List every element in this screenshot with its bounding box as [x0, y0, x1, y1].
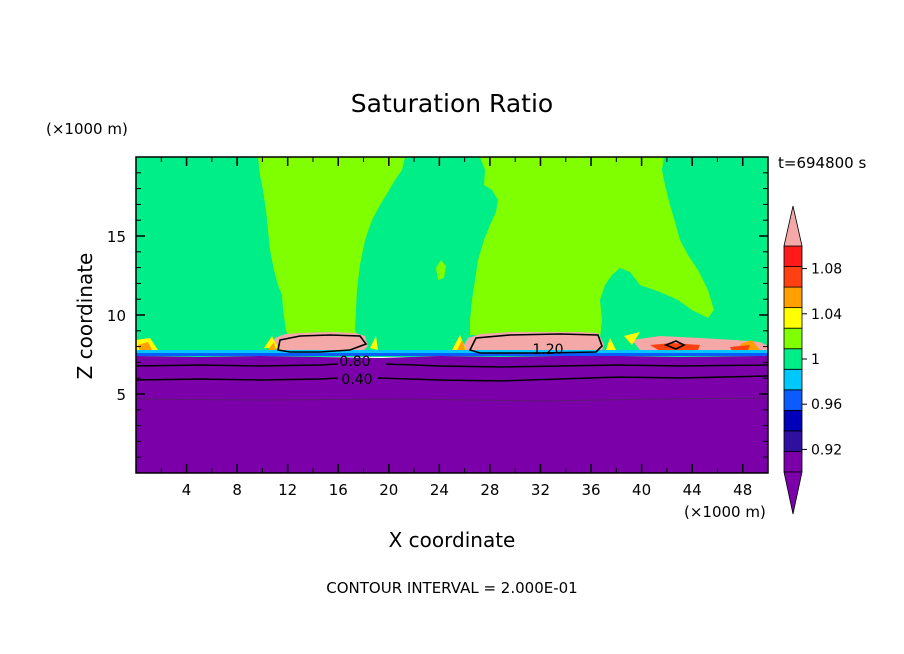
- field-region-ratio-below-0.92: [136, 356, 768, 473]
- field-band-cyan: [136, 350, 768, 353]
- x-tick-label: 32: [531, 481, 550, 499]
- plot-area: [136, 157, 768, 473]
- x-tick-label: 24: [430, 481, 449, 499]
- field-region-ratio-1.10-right: [462, 332, 604, 354]
- contour-label-1.20: 1.20: [532, 342, 563, 358]
- colorbar-label: 1.08: [811, 262, 842, 278]
- colorbar-swatch: [783, 389, 803, 411]
- time-label: t=694800 s: [778, 154, 866, 172]
- colorbar-swatch: [783, 245, 803, 267]
- colorbar-swatch: [783, 451, 803, 473]
- x-tick-label: 8: [232, 481, 242, 499]
- contour-line-0.40: [136, 375, 768, 382]
- y-axis: 5 10 15: [107, 172, 768, 458]
- x-unit-label: (×1000 m): [684, 503, 766, 521]
- field-region-ratio-1.01-left: [258, 157, 405, 342]
- contour-line-1.20-left: [277, 334, 368, 353]
- x-tick-label: 16: [329, 481, 348, 499]
- colorbar-label: 0.96: [811, 397, 842, 413]
- colorbar-swatch: [783, 368, 803, 391]
- x-tick-label: 40: [632, 481, 651, 499]
- x-tick-label: 44: [683, 481, 702, 499]
- colorbar-swatch: [783, 327, 803, 350]
- colorbar-swatch: [783, 266, 803, 288]
- x-tick-label: 12: [278, 481, 297, 499]
- colorbar-swatch: [783, 286, 803, 309]
- contour-interval-footer: CONTOUR INTERVAL = 2.000E-01: [326, 579, 577, 597]
- x-tick-label: 20: [379, 481, 398, 499]
- contour-label-0.40: 0.40: [341, 372, 372, 388]
- contour-line-1.20-small: [663, 340, 686, 350]
- x-axis-label: X coordinate: [389, 528, 516, 552]
- colorbar-swatch: [783, 307, 803, 329]
- colorbar: 0.92 0.96 1 1.04 1.08: [783, 205, 842, 515]
- y-tick-label: 10: [107, 307, 126, 325]
- x-tick-label: 36: [581, 481, 600, 499]
- y-tick-label: 5: [116, 386, 126, 404]
- field-region-ratio-1.01-small: [436, 260, 446, 280]
- colorbar-label: 0.92: [811, 442, 842, 458]
- colorbar-label: 1.04: [811, 307, 842, 323]
- y-tick-label: 15: [107, 228, 126, 246]
- field-band-blue: [136, 353, 768, 356]
- contour-line-1.20-right: [468, 333, 603, 354]
- x-axis: 4 8 12 16 20 24 28 32 36 40 44 48: [160, 157, 752, 499]
- colorbar-swatch: [783, 430, 803, 452]
- y-unit-label: (×1000 m): [46, 120, 128, 138]
- contour-label-0.80: 0.80: [339, 354, 370, 370]
- colorbar-swatch: [783, 348, 803, 370]
- x-tick-label: 4: [182, 481, 192, 499]
- x-tick-label: 28: [480, 481, 499, 499]
- chart-title: Saturation Ratio: [351, 89, 553, 118]
- colorbar-label: 1: [811, 352, 820, 368]
- contour-line-0.00: [136, 397, 768, 402]
- x-tick-label: 48: [733, 481, 752, 499]
- y-axis-label: Z coordinate: [73, 253, 97, 380]
- field-region-ratio-1.01-right: [470, 157, 714, 338]
- colorbar-swatch: [783, 409, 803, 432]
- colorbar-over-triangle: [783, 205, 803, 247]
- colorbar-under-triangle: [783, 471, 803, 515]
- contour-line-0.80: [136, 363, 768, 368]
